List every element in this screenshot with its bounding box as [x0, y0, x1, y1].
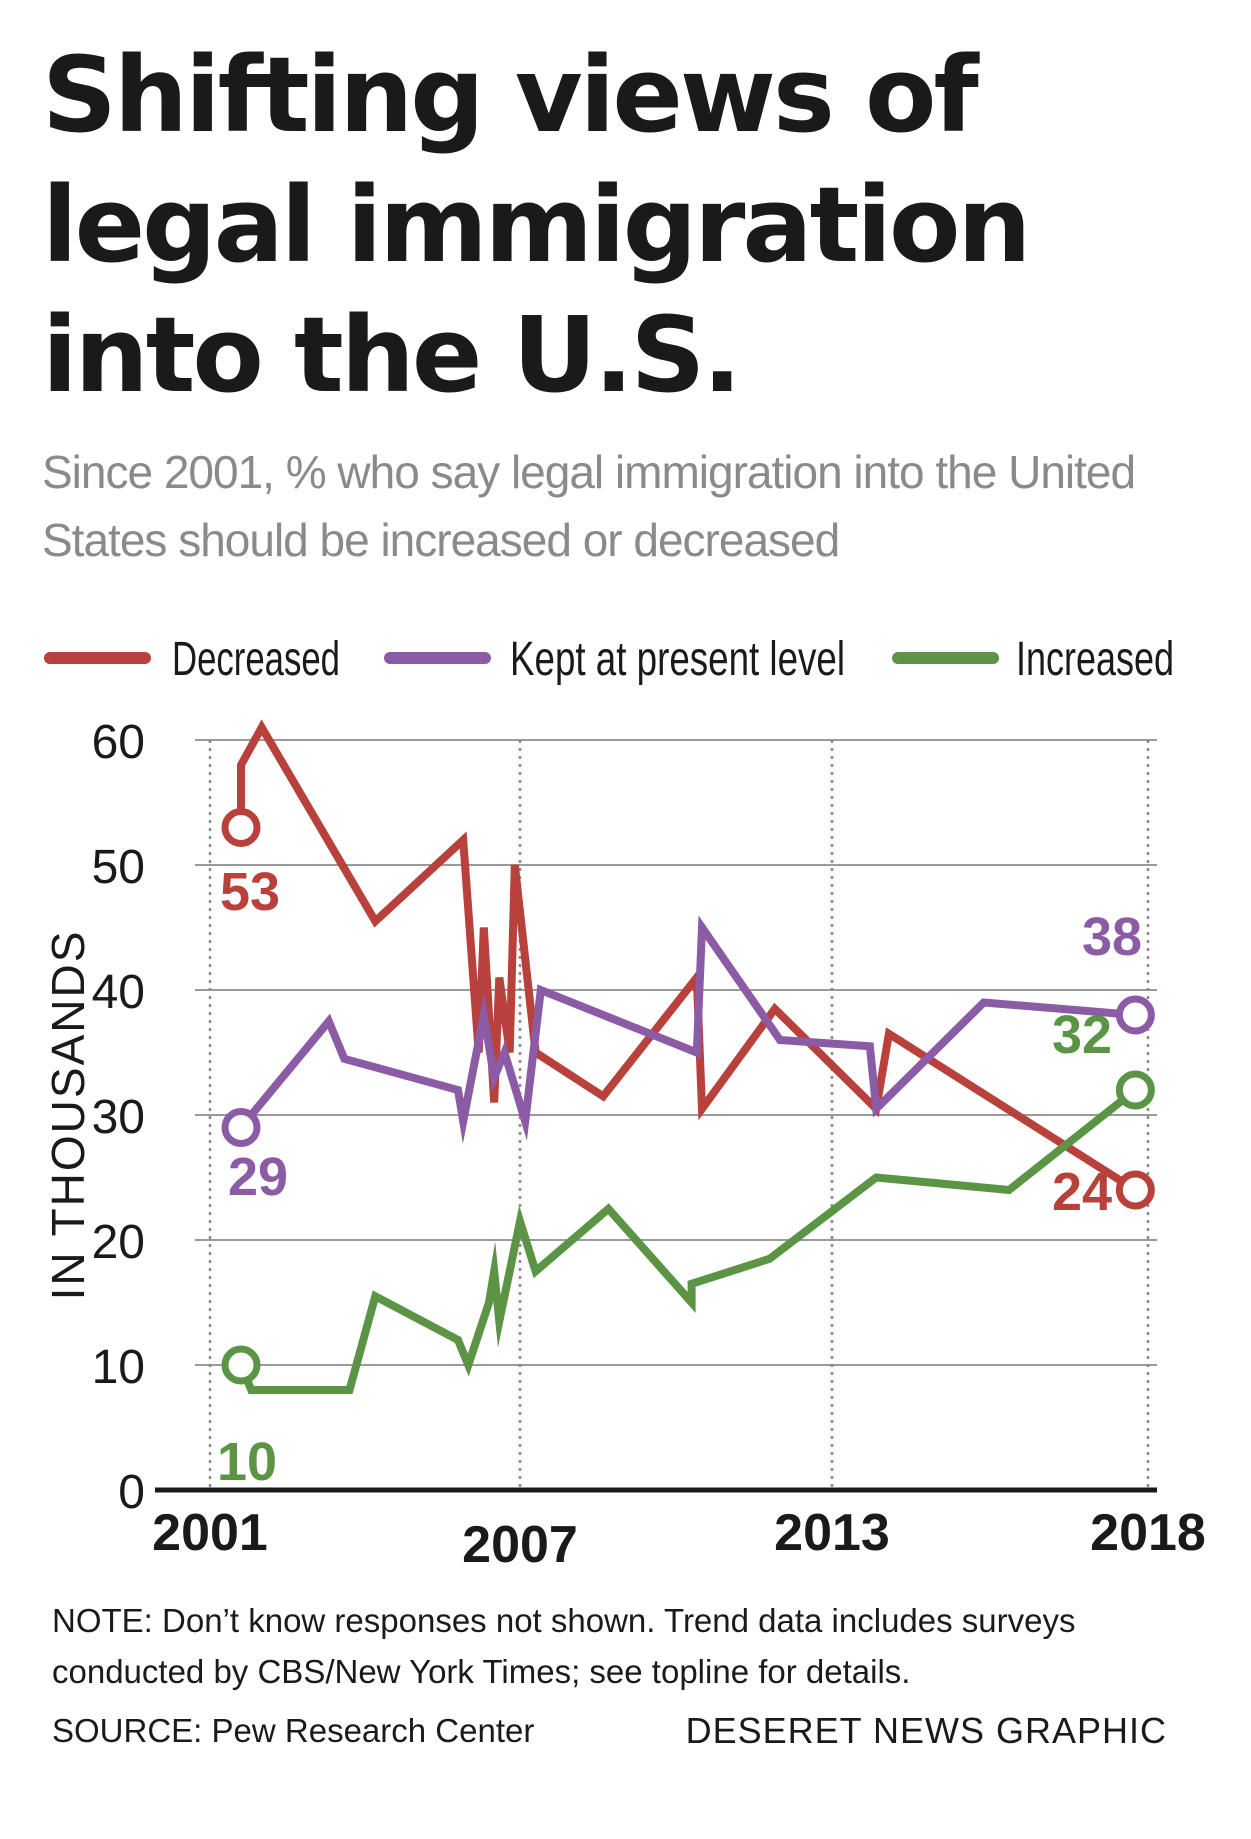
chart-source: SOURCE: Pew Research Center: [52, 1712, 535, 1749]
y-tick-label: 30: [92, 1091, 145, 1144]
series-line-1: [237, 915, 1136, 1144]
line-chart: Decreased Kept at present level Increased 0…: [42, 633, 1206, 1574]
series-start-label-1: 29: [228, 1147, 288, 1207]
y-tick-label: 50: [92, 841, 145, 894]
series-line-0: [237, 719, 1138, 1194]
x-tick-label: 2001: [152, 1504, 268, 1562]
legend-label-0: Decreased: [172, 633, 340, 686]
legend-label-1: Kept at present level: [510, 633, 845, 686]
series-end-marker-2: [1115, 1070, 1155, 1110]
y-axis-label: IN THOUSANDS: [42, 930, 94, 1301]
series-end-label-1: 38: [1082, 907, 1142, 967]
series-end-marker-0: [1115, 1170, 1155, 1210]
chart-subtitle: Since 2001, % who say legal immigration …: [42, 446, 1136, 566]
series-start-label-0: 53: [220, 862, 280, 922]
chart-title: Shifting views of legal immigration into…: [42, 34, 1031, 416]
legend-label-2: Increased: [1016, 633, 1174, 686]
y-tick-label: 20: [92, 1216, 145, 1269]
y-tick-label: 60: [92, 716, 145, 769]
y-tick-label: 0: [118, 1466, 145, 1519]
series-end-marker-1: [1115, 995, 1155, 1035]
y-tick-label: 10: [92, 1341, 145, 1394]
series-start-marker-0: [221, 808, 261, 847]
chart-note: NOTE: Don’t know responses not shown. Tr…: [52, 1602, 1076, 1690]
series-end-label-0: 24: [1052, 1162, 1112, 1222]
series-line-2: [237, 1086, 1138, 1394]
graphic-credit: DESERET NEWS GRAPHIC: [685, 1710, 1167, 1751]
series-start-marker-1: [221, 1108, 261, 1147]
x-tick-label: 2007: [462, 1516, 578, 1574]
series-start-marker-2: [221, 1345, 261, 1385]
series-start-label-2: 10: [217, 1432, 277, 1492]
y-tick-label: 40: [92, 966, 145, 1019]
x-tick-label: 2013: [774, 1504, 890, 1562]
series-end-label-2: 32: [1052, 1005, 1112, 1065]
x-tick-label: 2018: [1090, 1504, 1206, 1562]
